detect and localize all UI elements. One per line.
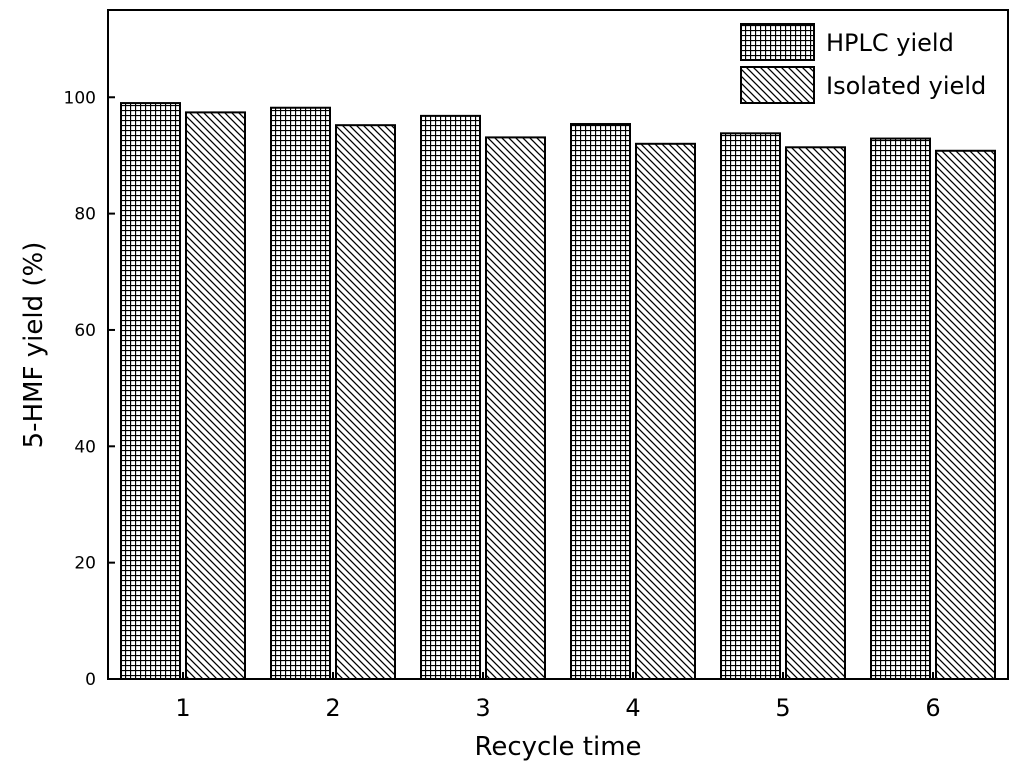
bar-hplc-2 [270,106,331,680]
x-tick-label: 3 [475,694,490,722]
legend: HPLC yield Isolated yield [740,23,986,104]
bar-hplc-5 [720,132,781,681]
legend-swatch-isolated [740,66,815,104]
bar-hplc-4 [570,123,631,680]
bar-isolated-3 [485,136,546,680]
bar-isolated-1 [185,111,246,680]
bar-isolated-4 [635,142,696,681]
bar-hplc-3 [420,114,481,680]
bar-isolated-5 [785,146,846,681]
bar-hplc-6 [870,137,931,681]
bar-isolated-2 [335,124,396,681]
x-tick-label: 5 [775,694,790,722]
y-axis: 0 20 40 60 80 100 [64,88,115,690]
y-tick-label: 40 [74,437,96,457]
y-tick-label: 80 [74,205,96,225]
x-tick-label: 1 [175,694,190,722]
y-tick-label: 60 [74,321,96,341]
y-tick-label: 100 [64,88,96,108]
legend-label-isolated: Isolated yield [826,72,986,100]
y-tick-label: 20 [74,554,96,574]
bar-hplc-1 [120,102,181,681]
plot-frame [107,9,1009,680]
x-tick-label: 6 [925,694,940,722]
x-axis: 1 2 3 4 5 6 [175,672,941,722]
legend-swatch-hplc [740,23,815,61]
bar-isolated-6 [935,149,996,680]
x-tick-label: 4 [625,694,640,722]
legend-label-hplc: HPLC yield [826,29,954,57]
bars-layer [120,102,996,681]
x-axis-title: Recycle time [474,732,641,762]
x-tick-label: 2 [325,694,340,722]
y-tick-label: 0 [85,670,96,690]
y-axis-title: 5-HMF yield (%) [19,242,49,449]
